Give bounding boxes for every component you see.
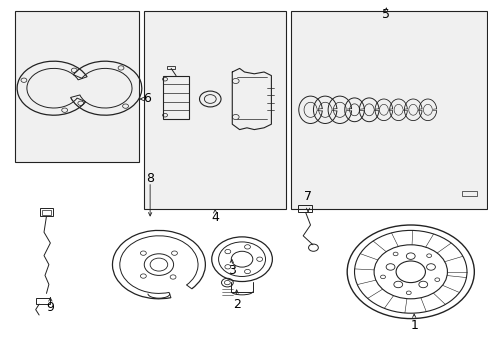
Text: 5: 5 [382,8,389,21]
Bar [144,11,285,209]
Text: 9: 9 [46,301,54,314]
Bar [167,66,175,69]
Bar [15,11,139,162]
Bar [36,298,50,304]
Bar [298,205,311,212]
Text: 1: 1 [409,319,417,332]
Text: 3: 3 [227,264,235,276]
Text: 2: 2 [232,298,240,311]
Text: 6: 6 [142,93,150,105]
Bar [41,210,51,215]
Bar [461,191,476,196]
Bar [162,76,189,119]
Bar [40,208,53,216]
Text: 4: 4 [211,211,219,224]
Text: 8: 8 [146,172,154,185]
Bar [290,11,486,209]
Text: 7: 7 [304,190,311,203]
